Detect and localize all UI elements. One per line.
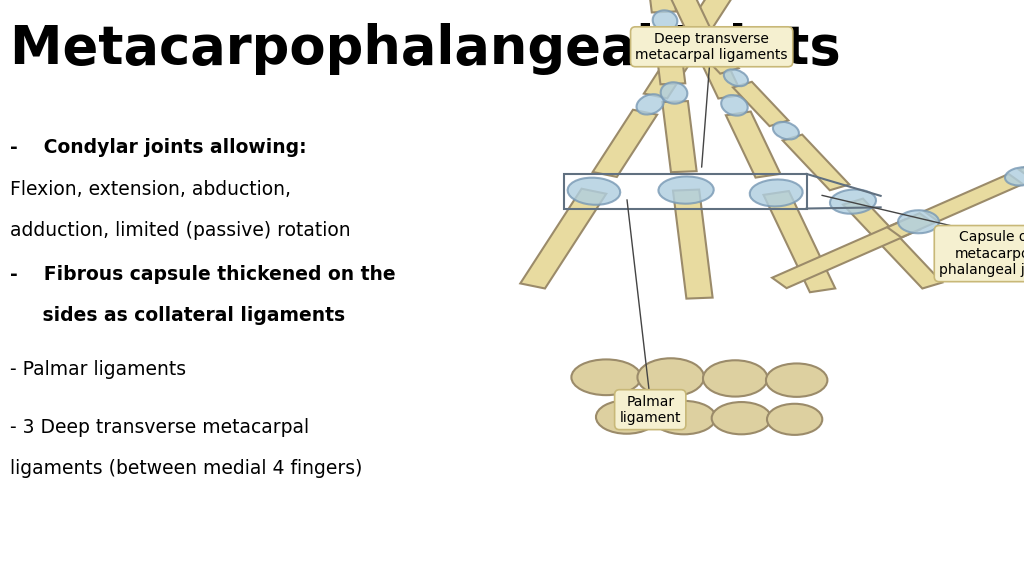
Bar bbox=[692, 39, 738, 74]
Bar bbox=[782, 135, 849, 190]
Bar bbox=[644, 46, 698, 98]
Bar bbox=[653, 29, 685, 84]
Text: - Palmar ligaments: - Palmar ligaments bbox=[10, 360, 186, 379]
Bar bbox=[888, 213, 934, 237]
Ellipse shape bbox=[567, 177, 621, 205]
Text: Deep transverse
metacarpal ligaments: Deep transverse metacarpal ligaments bbox=[636, 32, 787, 62]
Ellipse shape bbox=[712, 402, 771, 434]
Text: ligaments (between medial 4 fingers): ligaments (between medial 4 fingers) bbox=[10, 459, 362, 478]
Ellipse shape bbox=[750, 180, 803, 206]
Text: - 3 Deep transverse metacarpal: - 3 Deep transverse metacarpal bbox=[10, 418, 309, 437]
Text: Palmar
ligament: Palmar ligament bbox=[620, 395, 681, 425]
Bar bbox=[593, 110, 657, 177]
Ellipse shape bbox=[660, 82, 687, 104]
Ellipse shape bbox=[773, 122, 799, 139]
Bar bbox=[646, 0, 676, 13]
Ellipse shape bbox=[637, 358, 705, 396]
Ellipse shape bbox=[766, 363, 827, 397]
Bar bbox=[924, 174, 1023, 221]
Text: -    Condylar joints allowing:: - Condylar joints allowing: bbox=[10, 138, 307, 157]
Bar bbox=[772, 219, 920, 288]
Text: -    Fibrous capsule thickened on the: - Fibrous capsule thickened on the bbox=[10, 265, 396, 284]
Text: adduction, limited (passive) rotation: adduction, limited (passive) rotation bbox=[10, 221, 351, 240]
Ellipse shape bbox=[724, 69, 749, 86]
Ellipse shape bbox=[1005, 167, 1024, 185]
Ellipse shape bbox=[571, 359, 641, 395]
Ellipse shape bbox=[691, 30, 716, 50]
Ellipse shape bbox=[898, 210, 939, 233]
Bar bbox=[663, 101, 696, 172]
Bar bbox=[685, 0, 732, 35]
Ellipse shape bbox=[685, 30, 707, 41]
Bar bbox=[673, 190, 713, 298]
Ellipse shape bbox=[637, 94, 664, 115]
Ellipse shape bbox=[721, 95, 748, 116]
Bar bbox=[695, 46, 742, 98]
Ellipse shape bbox=[596, 400, 657, 434]
Bar bbox=[733, 82, 788, 126]
Text: Flexion, extension, abduction,: Flexion, extension, abduction, bbox=[10, 180, 291, 199]
Ellipse shape bbox=[679, 31, 705, 50]
Text: Metacarpophalangeal Joints: Metacarpophalangeal Joints bbox=[10, 23, 841, 75]
Ellipse shape bbox=[767, 404, 822, 435]
Bar bbox=[670, 0, 711, 33]
Bar bbox=[764, 191, 836, 292]
Bar bbox=[1019, 138, 1024, 180]
Bar bbox=[520, 189, 606, 289]
Text: sides as collateral ligaments: sides as collateral ligaments bbox=[10, 306, 345, 325]
Bar bbox=[843, 199, 942, 289]
Ellipse shape bbox=[652, 401, 716, 434]
Ellipse shape bbox=[702, 361, 768, 396]
Ellipse shape bbox=[830, 190, 876, 214]
Text: Capsule of
metacarpo-
phalangeal joint: Capsule of metacarpo- phalangeal joint bbox=[939, 230, 1024, 277]
Ellipse shape bbox=[658, 176, 714, 204]
Ellipse shape bbox=[652, 10, 677, 31]
Bar bbox=[726, 112, 780, 177]
